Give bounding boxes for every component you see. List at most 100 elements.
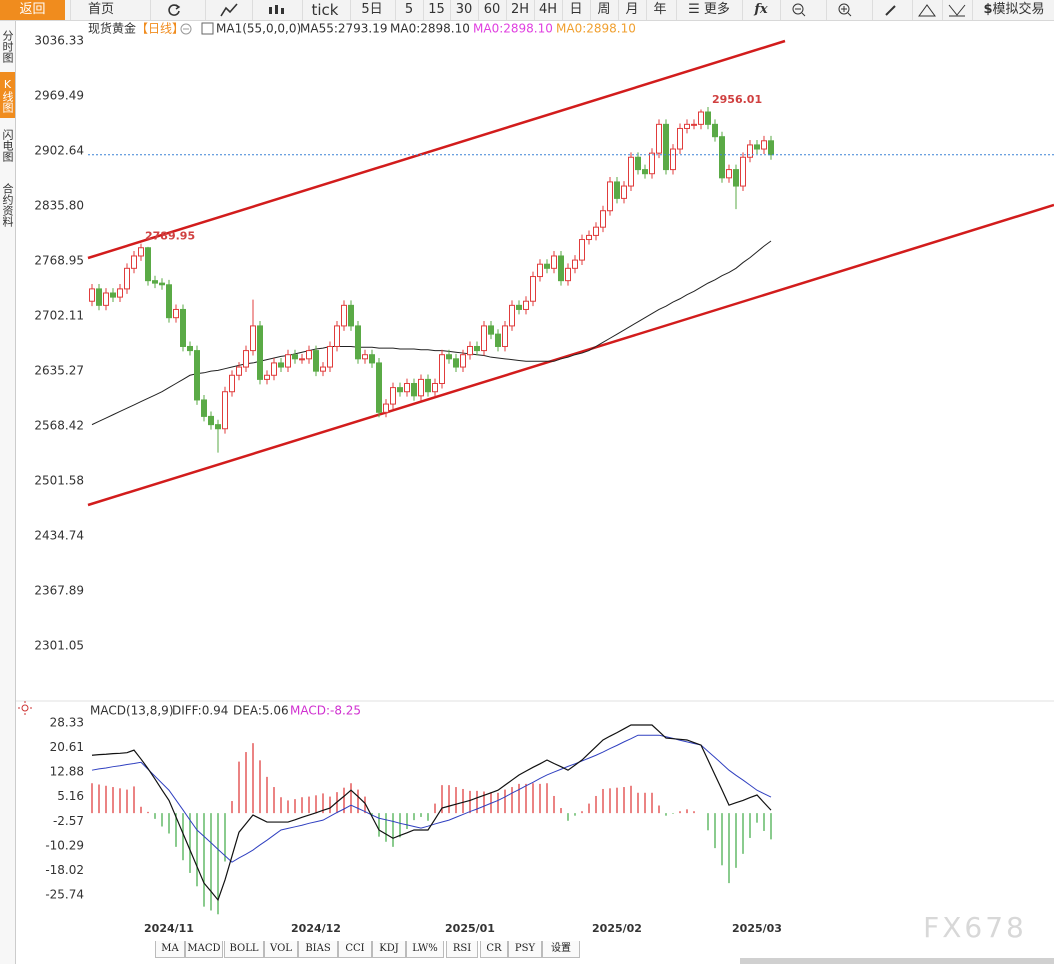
indicator-tab[interactable]: PSY (508, 941, 542, 958)
period-button[interactable]: 30 (450, 0, 477, 20)
indicator-tab[interactable]: MACD (185, 941, 223, 958)
triangle-icon (918, 3, 936, 16)
candle-body (362, 354, 368, 360)
candle-body (446, 354, 452, 360)
sidebar-tab[interactable]: 合约资料 (1, 183, 14, 227)
more-button[interactable]: ☰ 更多 (676, 0, 741, 20)
candle-body (586, 234, 592, 241)
candle-body (166, 284, 172, 319)
period-button[interactable]: 2H (506, 0, 533, 20)
x-tick-label: 2025/01 (445, 922, 495, 935)
shape-button[interactable] (942, 0, 971, 20)
candle-body (656, 123, 662, 154)
y-tick-label: 2635.27 (34, 363, 84, 377)
period-button[interactable]: tick (302, 0, 347, 20)
indicator-tab[interactable]: CR (480, 941, 508, 958)
back-label: 返回 (19, 2, 46, 17)
refresh-button[interactable] (150, 0, 196, 20)
watermark: FX678 (923, 911, 1027, 944)
candle-body (173, 308, 179, 319)
indicator-tab[interactable]: 设置 (542, 941, 580, 958)
period-button[interactable]: 4H (534, 0, 561, 20)
formula-button[interactable]: fx (742, 0, 779, 20)
candle-button[interactable] (252, 0, 301, 20)
indicator-tab[interactable]: KDJ (372, 941, 406, 958)
candle-body (411, 383, 417, 397)
candle-body (691, 123, 697, 126)
indicator-tab[interactable]: VOL (264, 941, 298, 958)
candle-body (103, 292, 109, 306)
legend-entry: MA0:2898.10 (556, 22, 636, 36)
candle-body (740, 156, 746, 187)
y-tick-label: 2434.74 (34, 528, 84, 542)
period-button[interactable]: 5日 (350, 0, 393, 20)
candle-body (635, 156, 641, 171)
candle-body (432, 383, 438, 393)
home-button[interactable]: 首页 (70, 0, 131, 20)
indicator-tab[interactable]: BIAS (298, 941, 338, 958)
y-tick-label: 2367.89 (34, 583, 84, 597)
indicator-tab[interactable]: RSI (446, 941, 478, 958)
y-tick-label: 3036.33 (34, 33, 84, 47)
candle-body (369, 354, 375, 364)
candle-body (670, 148, 676, 171)
candle-body (565, 267, 571, 282)
candle-body (404, 383, 410, 393)
candle-body (607, 181, 613, 212)
y-tick-label: -18.02 (45, 863, 84, 877)
period-button[interactable]: 周 (590, 0, 617, 20)
sidebar-tab-active[interactable]: K线图 (0, 72, 15, 118)
candle-body (761, 140, 767, 150)
period-button[interactable]: 月 (618, 0, 645, 20)
period-button[interactable]: 日 (562, 0, 589, 20)
indicator-tab[interactable]: MA (155, 941, 185, 958)
candle-body (733, 169, 739, 187)
indicator-tab[interactable]: CCI (338, 941, 372, 958)
candle-body (159, 282, 165, 286)
sidebar-tab[interactable]: 闪电图 (1, 128, 14, 162)
candle-body (572, 259, 578, 269)
period-button[interactable]: 15 (423, 0, 449, 20)
y-tick-label: 2702.11 (34, 308, 84, 322)
candle-body (495, 333, 501, 347)
candle-body (313, 350, 319, 372)
zoom-in-button[interactable] (826, 0, 863, 20)
candle-body (327, 345, 333, 368)
shape-button[interactable] (912, 0, 941, 20)
legend-entry: DEA:5.06 (233, 704, 289, 718)
back-button[interactable]: 返回 (0, 0, 65, 20)
indicator-tab[interactable]: BOLL (224, 941, 264, 958)
trade-button[interactable]: $模拟交易 (972, 0, 1054, 20)
sidebar-tab[interactable]: 分时图 (1, 29, 14, 63)
candle-body (747, 144, 753, 158)
candle-body (530, 276, 536, 302)
zoom-out-button[interactable] (780, 0, 817, 20)
chevron-icon (948, 4, 966, 16)
candle-body (628, 156, 634, 187)
toolbar: 返回 首页 tick 5日 5 15 30 60 2H 4H 日周月年 ☰ 更多 fx $模拟交… (0, 0, 1054, 21)
candle-body (719, 136, 725, 179)
period-button[interactable]: 5 (395, 0, 422, 20)
candle-body (537, 263, 543, 278)
legend-entry: MACD:-8.25 (290, 704, 361, 718)
candle-body (768, 140, 774, 156)
candle-body (698, 111, 704, 125)
period-button[interactable]: 60 (478, 0, 505, 20)
chart-type-button[interactable] (205, 0, 251, 20)
draw-button[interactable] (872, 0, 909, 20)
x-tick-label: 2025/03 (732, 922, 782, 935)
ma-line (91, 240, 772, 426)
candle-body (558, 255, 564, 282)
candle-body (292, 354, 298, 360)
indicator-tab[interactable]: LW% (406, 941, 444, 958)
candle-body (754, 144, 760, 150)
candle-body (278, 362, 284, 368)
candle-body (131, 255, 137, 269)
period-button[interactable]: 年 (646, 0, 673, 20)
y-tick-label: 2902.64 (34, 143, 84, 157)
candle-body (390, 387, 396, 405)
collapse-icon (180, 23, 192, 35)
candle-body (187, 345, 193, 352)
